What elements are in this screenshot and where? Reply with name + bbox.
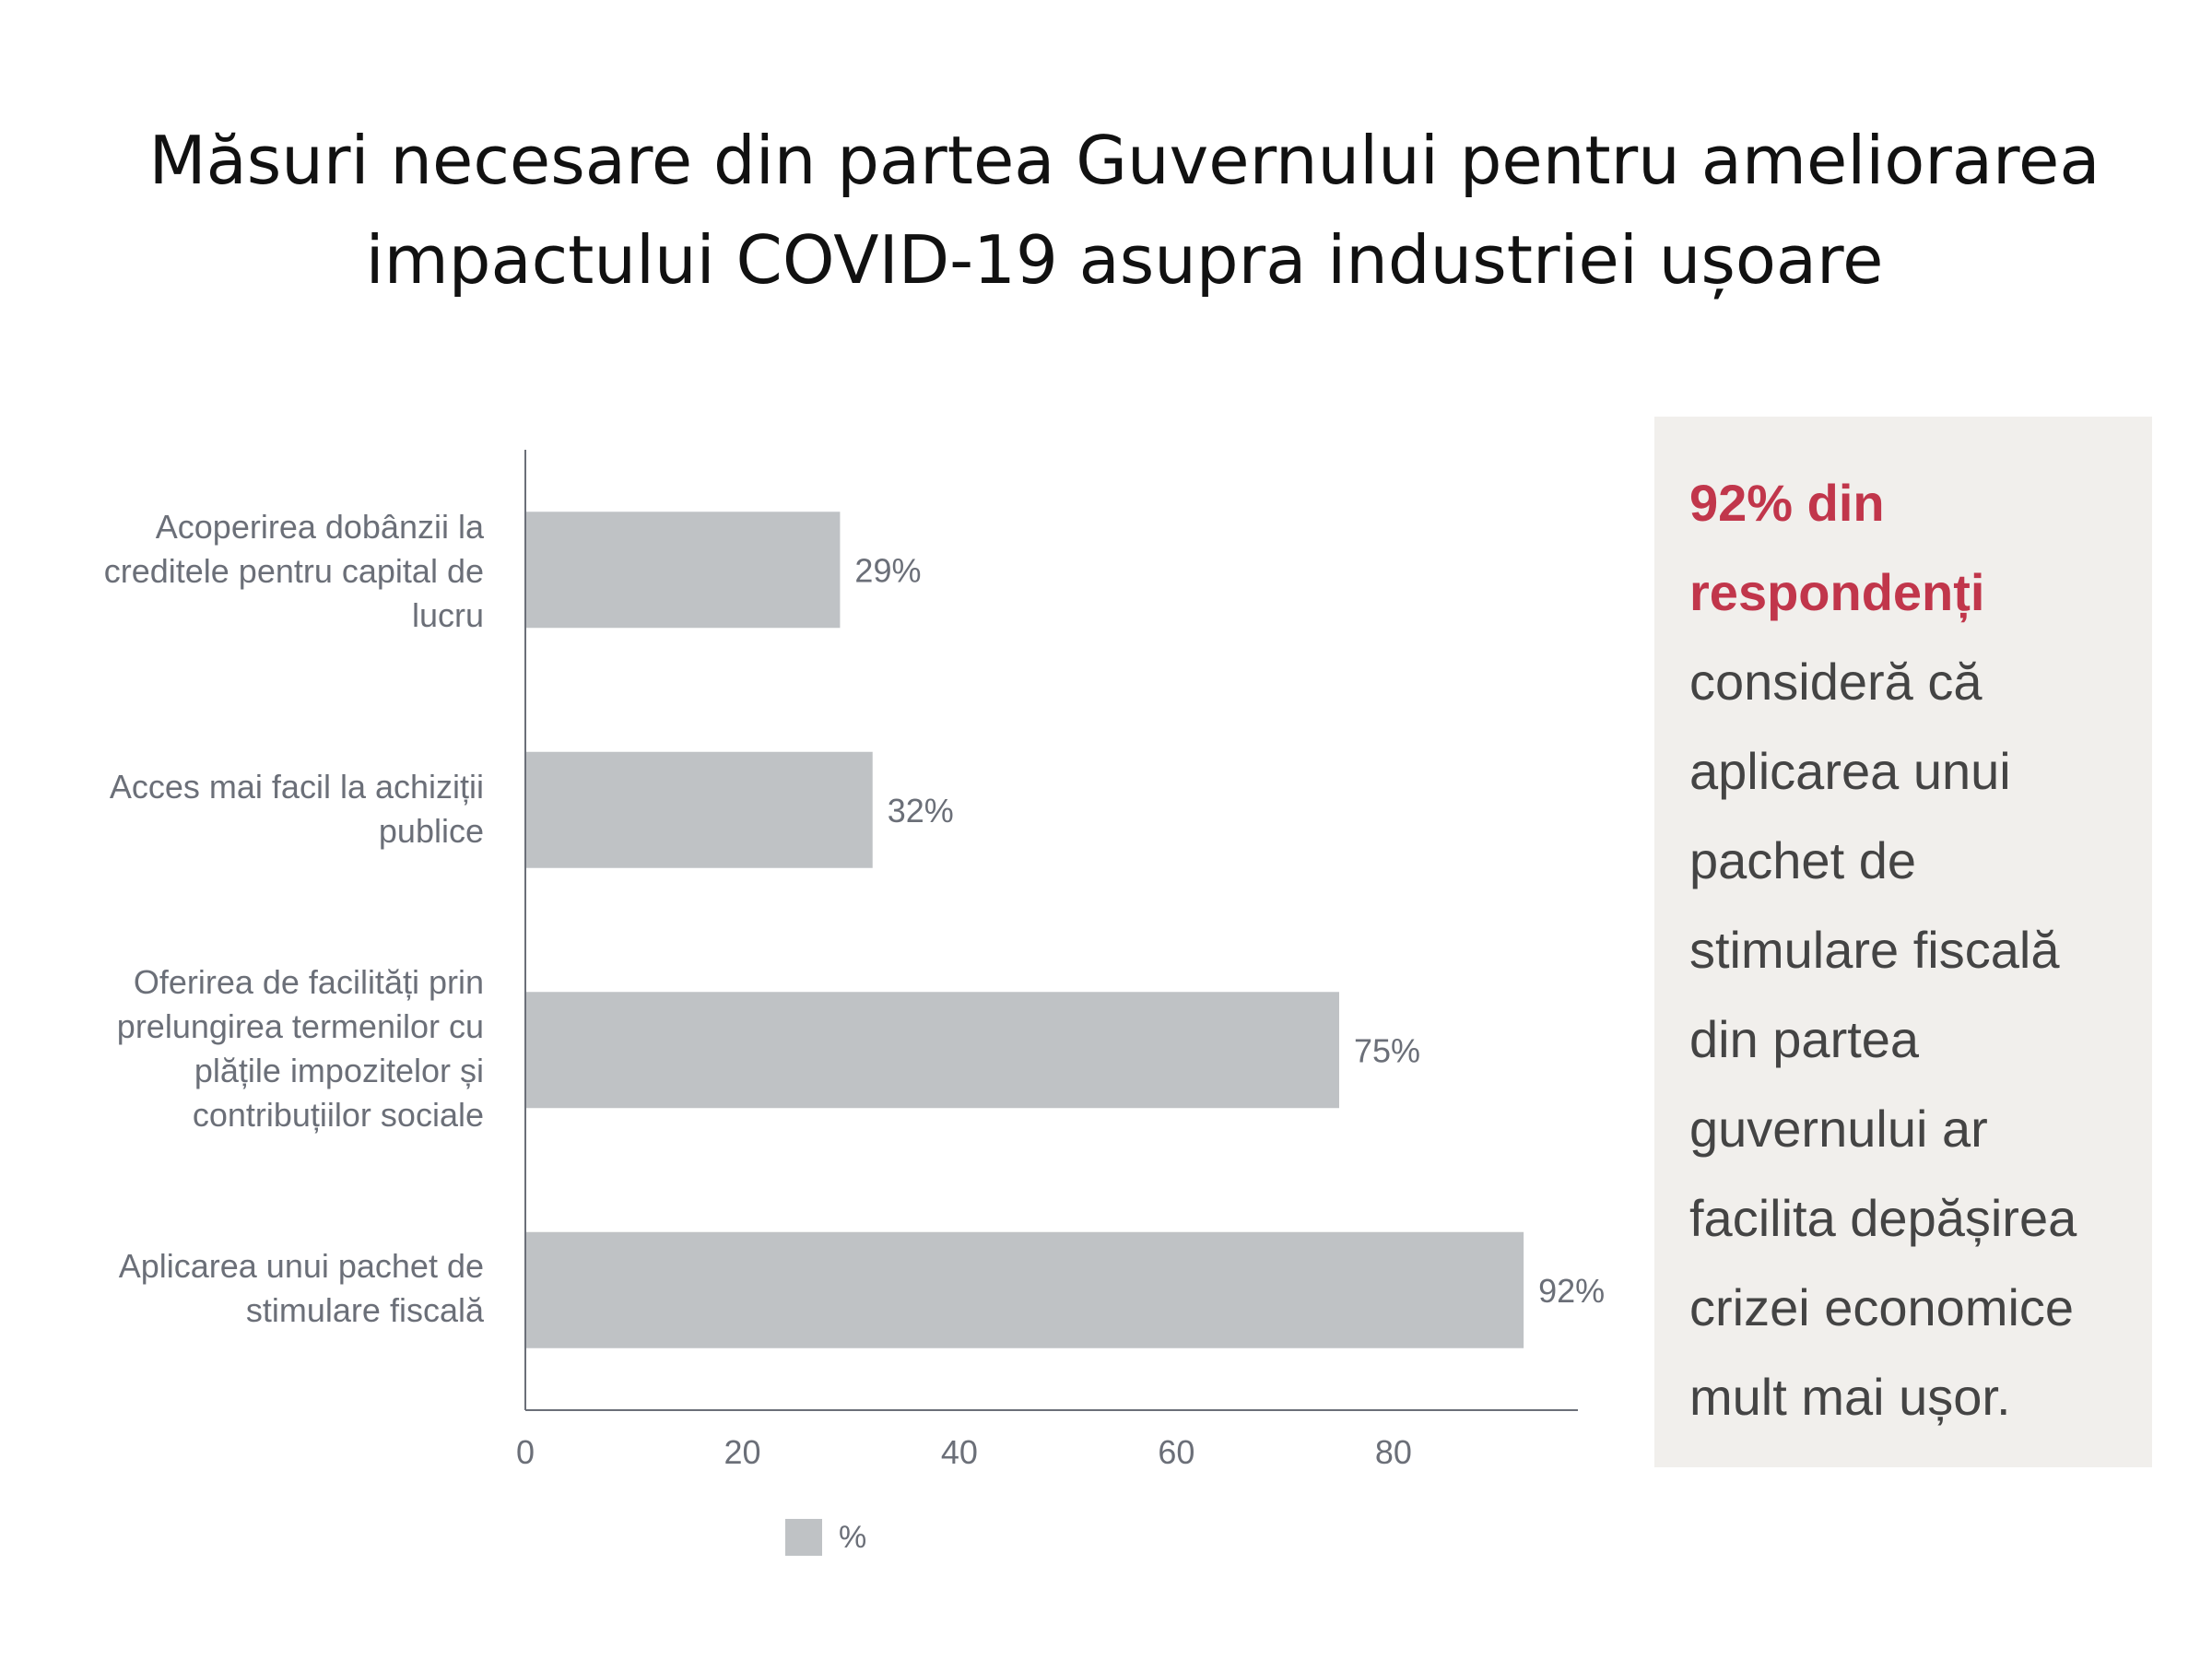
bar-2: [525, 992, 1339, 1109]
chart-title-line-2: impactului COVID-19 asupra industriei uș…: [365, 221, 1884, 299]
chart-title: Măsuri necesare din partea Guvernului pe…: [92, 111, 2157, 310]
x-tick-label-2: 40: [941, 1433, 978, 1471]
chart-title-line-1: Măsuri necesare din partea Guvernului pe…: [148, 122, 2100, 199]
key-finding-callout: 92% din respondenți consideră că aplicar…: [1654, 417, 2152, 1467]
x-tick-label-0: 0: [516, 1433, 535, 1471]
bar-0: [525, 512, 841, 629]
data-label-2: 75%: [1354, 1031, 1420, 1069]
category-label-3: Aplicarea unui pachet de stimulare fisca…: [118, 1247, 484, 1329]
category-label-2: Oferirea de facilități prin prelungirea …: [116, 963, 484, 1134]
legend-label: %: [839, 1519, 867, 1555]
data-label-1: 32%: [888, 792, 954, 830]
x-tick-label-4: 80: [1375, 1433, 1412, 1471]
callout-text: consideră că aplicarea unui pachet de st…: [1689, 653, 2077, 1426]
data-label-3: 92%: [1538, 1272, 1605, 1310]
category-label-1: Acces mai facil la achiziții publice: [109, 768, 484, 850]
x-tick-label-1: 20: [724, 1433, 760, 1471]
bar-1: [525, 751, 873, 868]
legend-swatch: [785, 1519, 822, 1556]
category-label-0: Acoperirea dobânzii la creditele pentru …: [103, 508, 484, 634]
bar-3: [525, 1231, 1524, 1348]
x-tick-label-3: 60: [1158, 1433, 1194, 1471]
callout-highlight: 92% din respondenți: [1689, 474, 1985, 621]
data-label-0: 29%: [854, 551, 921, 589]
chart-legend: %: [785, 1519, 866, 1556]
